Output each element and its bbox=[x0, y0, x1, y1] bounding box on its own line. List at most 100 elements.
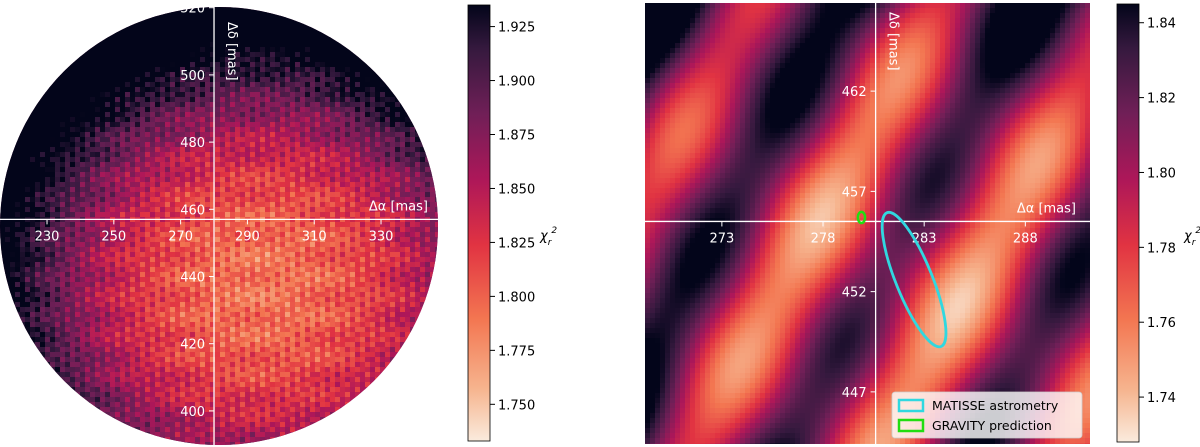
heatmap-cell bbox=[310, 232, 316, 238]
heatmap-cell bbox=[115, 287, 121, 293]
heatmap-cell bbox=[95, 292, 101, 298]
heatmap-cell bbox=[65, 302, 71, 308]
heatmap-cell bbox=[285, 242, 291, 248]
heatmap-cell bbox=[50, 312, 56, 318]
heatmap-cell bbox=[200, 307, 206, 313]
heatmap-cell bbox=[350, 242, 356, 248]
heatmap-cell bbox=[395, 212, 401, 218]
heatmap-cell bbox=[235, 47, 241, 53]
heatmap-cell bbox=[45, 122, 51, 128]
heatmap-cell bbox=[5, 202, 11, 208]
heatmap-cell bbox=[265, 182, 271, 188]
heatmap-cell bbox=[265, 12, 271, 18]
heatmap-cell bbox=[325, 182, 331, 188]
heatmap-cell bbox=[100, 107, 106, 113]
heatmap-cell bbox=[170, 267, 176, 273]
heatmap-cell bbox=[175, 77, 181, 83]
heatmap-cell bbox=[380, 302, 386, 308]
heatmap-cell bbox=[315, 82, 321, 88]
heatmap-cell bbox=[140, 67, 146, 73]
heatmap-cell bbox=[55, 77, 61, 83]
heatmap-cell bbox=[335, 97, 341, 103]
heatmap-cell bbox=[300, 137, 306, 143]
heatmap-cell bbox=[100, 87, 106, 93]
heatmap-cell bbox=[325, 92, 331, 98]
heatmap-cell bbox=[95, 197, 101, 203]
heatmap-cell bbox=[340, 307, 346, 313]
heatmap-cell bbox=[415, 312, 421, 318]
heatmap-cell bbox=[30, 287, 36, 293]
heatmap-cell bbox=[35, 292, 41, 298]
heatmap-cell bbox=[225, 277, 231, 283]
heatmap-cell bbox=[255, 262, 261, 268]
heatmap-cell bbox=[230, 82, 236, 88]
heatmap-cell bbox=[175, 222, 181, 228]
heatmap-cell bbox=[90, 157, 96, 163]
heatmap-cell bbox=[105, 187, 111, 193]
heatmap-cell bbox=[95, 72, 101, 78]
heatmap-cell bbox=[395, 192, 401, 198]
heatmap-cell bbox=[280, 77, 286, 83]
heatmap-cell bbox=[190, 307, 196, 313]
heatmap-cell bbox=[370, 87, 376, 93]
heatmap-cell bbox=[265, 67, 271, 73]
heatmap-cell bbox=[55, 207, 61, 213]
heatmap-cell bbox=[50, 302, 56, 308]
heatmap-cell bbox=[370, 272, 376, 278]
heatmap-cell bbox=[240, 202, 246, 208]
heatmap-cell bbox=[280, 107, 286, 113]
heatmap-cell bbox=[190, 142, 196, 148]
heatmap-cell bbox=[130, 32, 136, 38]
heatmap-cell bbox=[280, 307, 286, 313]
heatmap-cell bbox=[335, 137, 341, 143]
heatmap-cell bbox=[105, 242, 111, 248]
heatmap-cell bbox=[75, 157, 81, 163]
heatmap-cell bbox=[355, 147, 361, 153]
heatmap-cell bbox=[110, 262, 116, 268]
heatmap-cell bbox=[425, 282, 431, 288]
heatmap-cell bbox=[20, 297, 26, 303]
heatmap-cell bbox=[365, 327, 371, 333]
heatmap-cell bbox=[340, 237, 346, 243]
heatmap-cell bbox=[225, 117, 231, 123]
heatmap-cell bbox=[100, 72, 106, 78]
heatmap-cell bbox=[55, 127, 61, 133]
heatmap-cell bbox=[335, 177, 341, 183]
heatmap-cell bbox=[260, 62, 266, 68]
heatmap-cell bbox=[280, 142, 286, 148]
heatmap-cell bbox=[110, 292, 116, 298]
heatmap-cell bbox=[10, 147, 16, 153]
heatmap-cell bbox=[300, 287, 306, 293]
heatmap-cell bbox=[175, 117, 181, 123]
heatmap-cell bbox=[125, 307, 131, 313]
heatmap-cell bbox=[420, 207, 426, 213]
heatmap-cell bbox=[0, 172, 6, 178]
heatmap-cell bbox=[370, 297, 376, 303]
heatmap-cell bbox=[425, 307, 431, 313]
heatmap-cell bbox=[300, 197, 306, 203]
heatmap-cell bbox=[115, 202, 121, 208]
heatmap-cell bbox=[0, 262, 6, 268]
heatmap-cell bbox=[385, 322, 391, 328]
heatmap-cell bbox=[175, 197, 181, 203]
heatmap-cell bbox=[320, 147, 326, 153]
heatmap-cell bbox=[300, 237, 306, 243]
heatmap-cell bbox=[135, 302, 141, 308]
heatmap-cell bbox=[110, 172, 116, 178]
heatmap-cell bbox=[35, 257, 41, 263]
heatmap-cell bbox=[215, 82, 221, 88]
heatmap-cell bbox=[390, 227, 396, 233]
heatmap-cell bbox=[370, 257, 376, 263]
heatmap-cell bbox=[110, 57, 116, 63]
heatmap-cell bbox=[90, 322, 96, 328]
heatmap-cell bbox=[360, 172, 366, 178]
heatmap-cell bbox=[50, 97, 56, 103]
heatmap-cell bbox=[215, 257, 221, 263]
heatmap-cell bbox=[245, 72, 251, 78]
heatmap-cell bbox=[160, 307, 166, 313]
heatmap-cell bbox=[5, 157, 11, 163]
heatmap-cell bbox=[430, 257, 436, 263]
heatmap-cell bbox=[310, 202, 316, 208]
heatmap-cell bbox=[330, 147, 336, 153]
heatmap-cell bbox=[175, 257, 181, 263]
